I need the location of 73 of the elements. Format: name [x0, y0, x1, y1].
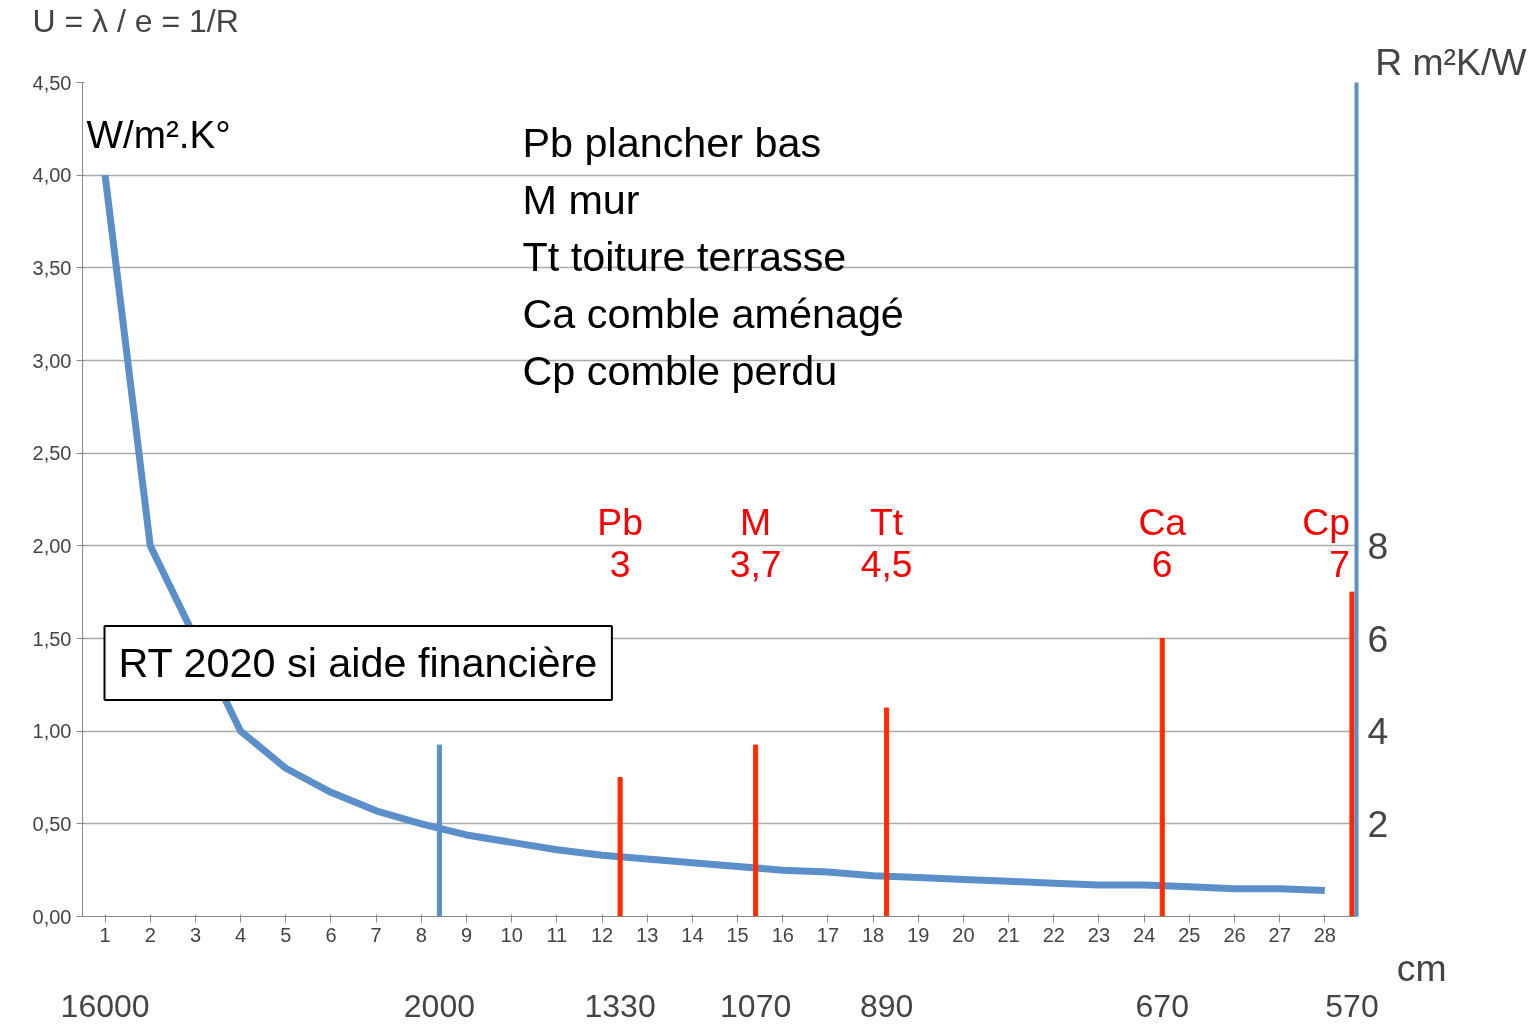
x-tick-label: 9	[460, 923, 473, 946]
x-tick-label: 24	[1133, 923, 1156, 946]
x-tick-label: 17	[816, 923, 840, 946]
x-tick-label: 12	[590, 923, 614, 946]
annotation: Cp comble perdu	[522, 348, 838, 395]
annotation: M	[740, 500, 772, 543]
text: 1330	[584, 987, 656, 1024]
x-tick-label: 13	[636, 923, 659, 946]
annotation: 7	[1329, 542, 1350, 585]
x-tick-label: 1	[99, 923, 111, 946]
x-tick-label: 18	[861, 923, 885, 946]
x-tick-label: 2	[144, 923, 156, 946]
x-tick-label: 23	[1087, 923, 1111, 946]
x-tick-label: 8	[415, 923, 427, 946]
x-tick-label: 20	[952, 923, 975, 946]
x-tick-label: 14	[681, 923, 704, 946]
x-tick-label: 6	[325, 923, 337, 946]
text: 16000	[60, 987, 150, 1024]
x-tick-label: 15	[726, 923, 749, 946]
x-tick-label: 22	[1042, 923, 1065, 946]
y-tick-label: 4,50	[32, 71, 72, 94]
x-tick-label: 7	[370, 923, 382, 946]
annotation: Pb	[597, 500, 643, 543]
annotation: 4,5	[860, 542, 913, 585]
x-tick-label: 11	[546, 923, 568, 946]
y2-tick-label: 4	[1367, 710, 1389, 753]
annotation: M mur	[522, 177, 640, 224]
y2-tick-label: 6	[1367, 617, 1389, 660]
text: 1070	[720, 987, 792, 1024]
x-tick-label: 21	[997, 923, 1020, 946]
text: 890	[859, 987, 914, 1024]
annotation: Pb plancher bas	[522, 120, 822, 167]
y-axis-title: W/m².K°	[86, 113, 231, 157]
y-tick-label: 0,00	[32, 905, 72, 928]
x-tick-label: 3	[189, 923, 202, 946]
x-tick-label: 5	[280, 923, 292, 946]
x-tick-label: 25	[1178, 923, 1201, 946]
x-tick-label: 27	[1268, 923, 1291, 946]
annotation: 3,7	[729, 542, 782, 585]
bar	[884, 707, 890, 917]
y-tick-label: 2,00	[32, 534, 72, 557]
x-tick-label: 16	[771, 923, 794, 946]
annotation: Ca comble aménagé	[522, 291, 904, 338]
y-tick-label: 0,50	[32, 812, 72, 835]
y-tick-label: 1,50	[32, 627, 72, 650]
annotation: Tt toiture terrasse	[522, 234, 847, 281]
annotation: 3	[609, 542, 631, 585]
y-tick-label: 2,50	[32, 442, 72, 465]
annotation: 6	[1151, 542, 1173, 585]
x-tick-label: 4	[235, 923, 247, 946]
annotation: Ca	[1138, 500, 1187, 543]
annotation: RT 2020 si aide financière	[118, 639, 598, 686]
text: 570	[1325, 987, 1379, 1024]
x-tick-label: 28	[1313, 923, 1336, 946]
y2-tick-label: 2	[1367, 802, 1389, 845]
y-tick-label: 3,50	[32, 256, 72, 279]
annotation: Tt	[870, 500, 904, 543]
text: 2000	[403, 987, 475, 1024]
chart-title: U = λ / e = 1/R	[32, 2, 239, 39]
x-tick-label: 19	[907, 923, 930, 946]
x-tick-label: 10	[500, 923, 523, 946]
bar	[1159, 638, 1165, 917]
y2-tick-label: 8	[1367, 524, 1389, 567]
x-axis-title: cm	[1396, 946, 1447, 989]
y-tick-label: 3,00	[32, 349, 72, 372]
y2-axis-title: R m²K/W	[1375, 40, 1528, 83]
y-tick-label: 4,00	[32, 164, 72, 187]
bar	[617, 777, 623, 917]
annotation: Cp	[1302, 500, 1350, 543]
y-tick-label: 1,00	[32, 720, 72, 743]
x-tick-label: 26	[1223, 923, 1246, 946]
text: 670	[1135, 987, 1189, 1024]
bar	[753, 744, 759, 917]
